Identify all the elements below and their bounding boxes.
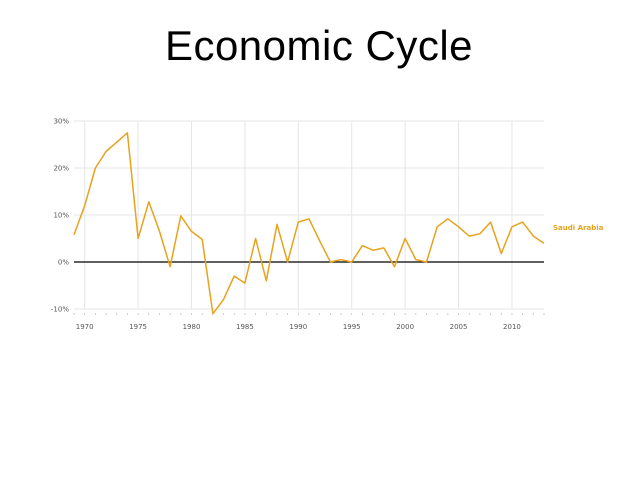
y-tick-label: 30%: [53, 118, 69, 126]
x-tick-label: 2005: [450, 323, 468, 331]
x-tick-label: 1975: [129, 323, 147, 331]
x-axis-ticks: 1970 1975 1980 1985 1990 1995 2000 2005 2010: [73, 313, 545, 331]
y-tick-label: 10%: [53, 212, 69, 220]
x-tick-label: 1995: [343, 323, 361, 331]
series-group: [73, 132, 545, 315]
series-line: [73, 132, 545, 315]
x-tick-label: 2010: [503, 323, 521, 331]
legend: Saudi Arabia: [553, 224, 604, 232]
x-tick-label: 1985: [236, 323, 254, 331]
y-tick-label: 20%: [53, 165, 69, 173]
y-axis-ticks: 30% 20% 10% 0% -10%: [51, 118, 69, 314]
chart-gridlines: [74, 120, 544, 310]
x-tick-label: 1990: [289, 323, 307, 331]
y-tick-label: -10%: [51, 306, 69, 314]
legend-label: Saudi Arabia: [553, 224, 604, 232]
x-tick-label: 2000: [396, 323, 414, 331]
x-tick-label: 1970: [76, 323, 94, 331]
y-tick-label: 0%: [58, 259, 69, 267]
x-tick-label: 1980: [183, 323, 201, 331]
slide-title: Economic Cycle: [164, 22, 474, 69]
